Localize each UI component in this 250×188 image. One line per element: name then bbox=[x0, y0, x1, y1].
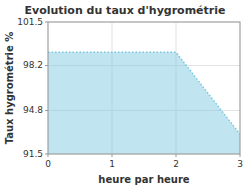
line bbox=[48, 52, 240, 134]
area bbox=[48, 52, 240, 154]
y-axis: 91.5 94.8 98.2 101.5 bbox=[17, 17, 48, 159]
x-axis-label: heure par heure bbox=[98, 174, 189, 185]
tick-label: 91.5 bbox=[23, 149, 43, 159]
tick-label: 0 bbox=[45, 159, 51, 169]
tick-label: 94.8 bbox=[23, 105, 43, 115]
tick bbox=[45, 110, 48, 111]
y-axis-label: Taux hygrométrie % bbox=[4, 32, 15, 145]
tick-label: 3 bbox=[237, 159, 243, 169]
plot-background bbox=[48, 22, 240, 154]
x-axis: 0 1 2 3 bbox=[45, 154, 243, 169]
title: Evolution du taux d'hygrométrie bbox=[25, 4, 226, 17]
tick-label: 101.5 bbox=[17, 17, 43, 27]
tick bbox=[176, 154, 177, 157]
tick bbox=[45, 65, 48, 66]
tick bbox=[48, 154, 49, 157]
plot-frame bbox=[48, 22, 240, 154]
tick bbox=[112, 154, 113, 157]
chart: 91.5 94.8 98.2 101.5 0 1 2 3 heure par heure Taux… bbox=[0, 0, 250, 188]
tick bbox=[45, 22, 48, 23]
tick-label: 1 bbox=[109, 159, 115, 169]
tick bbox=[240, 154, 241, 157]
tick-label: 2 bbox=[173, 159, 179, 169]
grid bbox=[48, 22, 240, 154]
chart-container: 91.5 94.8 98.2 101.5 0 1 2 3 heure par heure Taux… bbox=[0, 0, 250, 188]
tick-label: 98.2 bbox=[23, 60, 43, 70]
marks bbox=[48, 52, 240, 154]
